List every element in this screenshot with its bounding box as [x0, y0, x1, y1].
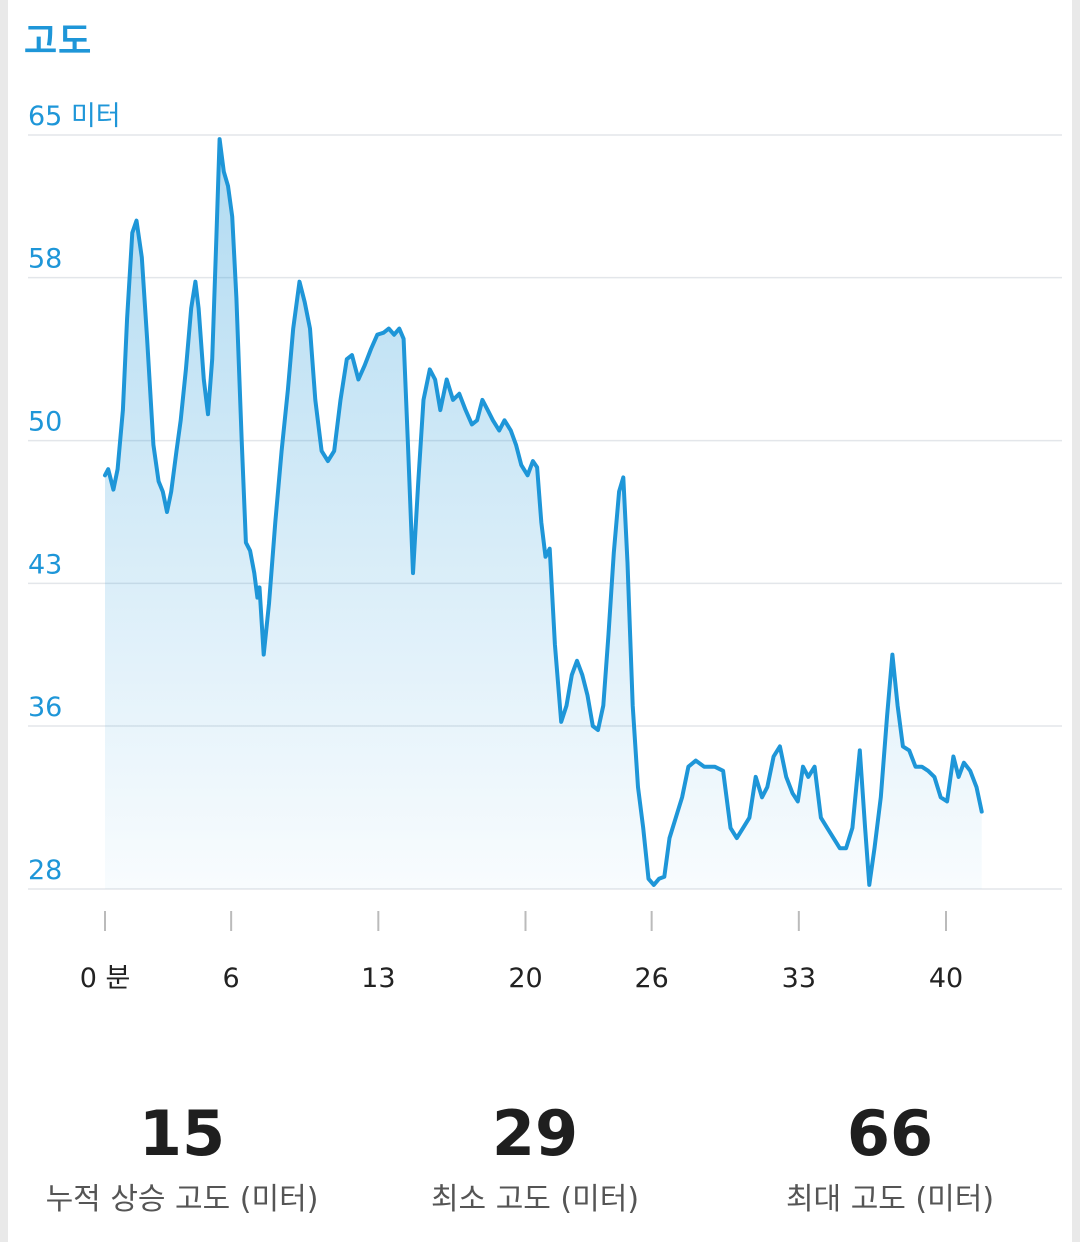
x-axis-ticks: 0 분 6 13 20 26 33 40: [80, 911, 963, 994]
x-tick-label: 26: [634, 963, 668, 994]
y-tick-label: 58: [28, 244, 62, 275]
y-tick-label: 50: [28, 407, 62, 438]
x-tick-label: 40: [929, 963, 963, 994]
x-tick-label: 0 분: [80, 963, 131, 994]
stat-total-ascent: 15 누적 상승 고도 (미터): [12, 1097, 352, 1218]
x-tick-label: 20: [508, 963, 542, 994]
y-tick-label: 36: [28, 692, 62, 723]
x-tick-label: 33: [782, 963, 816, 994]
x-tick-label: 6: [223, 963, 240, 994]
stat-value: 66: [846, 1097, 934, 1170]
stat-min-elevation: 29 최소 고도 (미터): [365, 1097, 705, 1218]
stat-label: 누적 상승 고도 (미터): [45, 1182, 319, 1218]
y-tick-label: 28: [28, 855, 62, 886]
stat-label: 최소 고도 (미터): [430, 1182, 640, 1218]
chart-title: 고도: [24, 21, 93, 62]
y-tick-label: 43: [28, 549, 62, 580]
y-axis-ticks: 65 미터 58 50 43 36 28: [28, 101, 121, 886]
x-tick-label: 13: [361, 963, 395, 994]
stat-max-elevation: 66 최대 고도 (미터): [720, 1097, 1060, 1218]
y-tick-label: 65 미터: [28, 101, 121, 132]
stat-value: 15: [138, 1097, 226, 1170]
elevation-chart: 65 미터 58 50 43 36 28 0 분 6 13 20 26 33 40: [28, 101, 1062, 994]
stat-value: 29: [491, 1097, 579, 1170]
stat-label: 최대 고도 (미터): [785, 1182, 995, 1218]
elevation-area: [105, 139, 982, 890]
elevation-card: 고도 65 미터 58 50 43 36 28 0 분 6 13 20 26 33 40 15 누적 …: [8, 0, 1072, 1242]
elevation-line: [103, 137, 984, 887]
